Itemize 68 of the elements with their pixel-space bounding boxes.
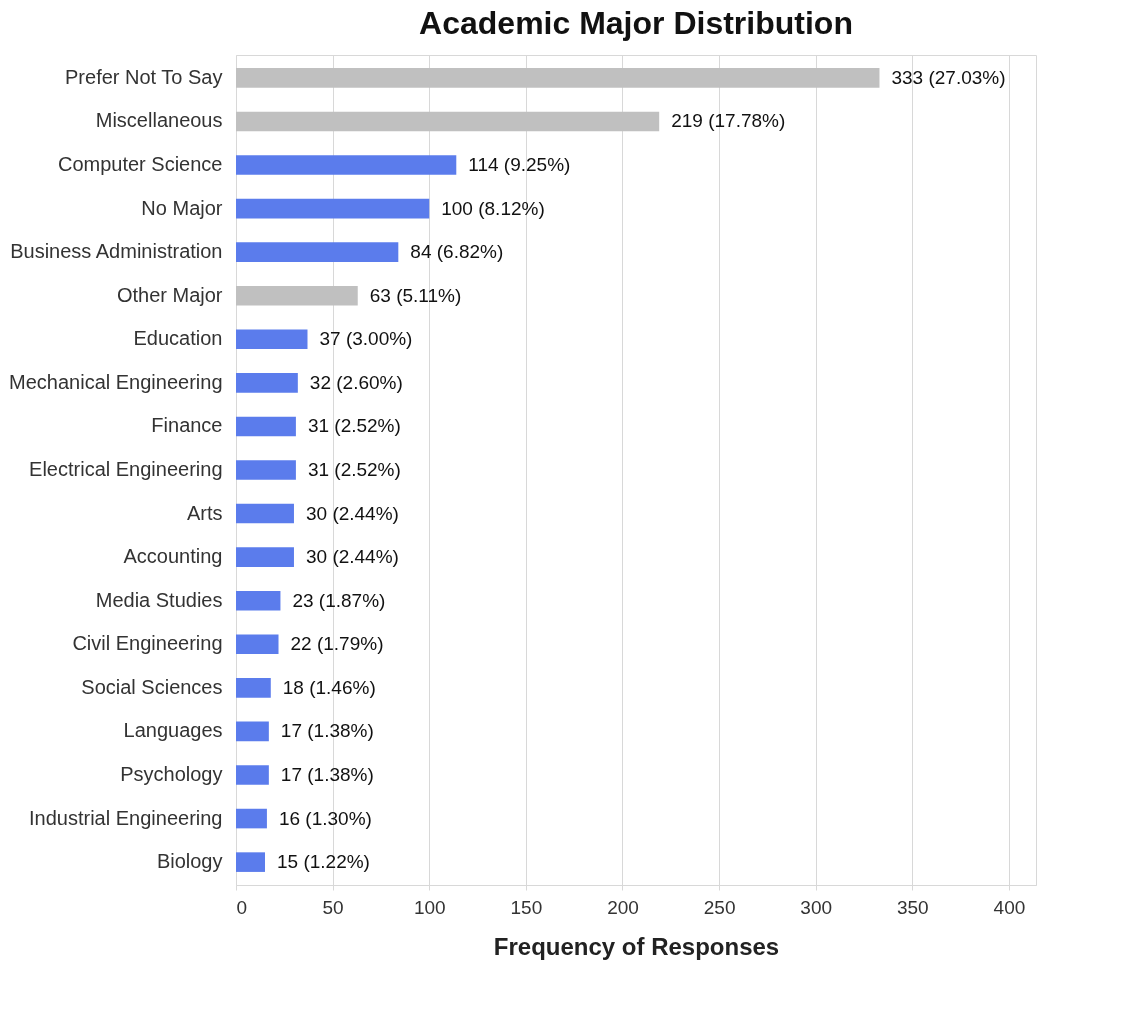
y-tick-label: Arts — [186, 501, 223, 524]
data-label: 30 (2.44%) — [305, 502, 399, 524]
data-label: 37 (3.00%) — [319, 328, 413, 350]
y-tick-label: No Major — [141, 196, 223, 219]
y-tick-label: Industrial Engineering — [29, 806, 223, 829]
bar — [236, 852, 265, 872]
y-tick-label: Accounting — [123, 545, 223, 568]
data-label: 16 (1.30%) — [278, 807, 372, 829]
bar — [236, 503, 294, 524]
data-label: 63 (5.11%) — [369, 284, 462, 306]
data-label: 18 (1.46%) — [282, 676, 376, 698]
x-tick-label: 50 — [322, 896, 344, 918]
bar — [236, 590, 281, 611]
bar — [236, 416, 296, 437]
y-tick-label: Education — [133, 327, 223, 350]
y-tick-label: Civil Engineering — [72, 632, 223, 655]
y-tick-label: Psychology — [120, 762, 223, 785]
data-label: 31 (2.52%) — [307, 459, 401, 480]
y-tick-label: Business Administration — [10, 240, 223, 263]
x-tick-label: 300 — [800, 896, 833, 918]
y-tick-label: Media Studies — [95, 588, 223, 611]
y-tick-label: Prefer Not To Say — [65, 65, 223, 88]
x-tick-label: 250 — [703, 896, 736, 918]
bar — [236, 68, 880, 88]
bar — [236, 198, 430, 219]
data-label: 100 (8.12%) — [441, 197, 545, 219]
y-tick-label: Other Major — [116, 283, 223, 306]
y-tick-label: Mechanical Engineering — [9, 370, 223, 393]
x-tick-label: 400 — [993, 896, 1026, 918]
data-label: 32 (2.60%) — [309, 371, 403, 393]
data-label: 22 (1.79%) — [290, 633, 384, 655]
bar — [236, 765, 269, 785]
x-tick-label: 100 — [413, 896, 446, 918]
y-tick-label: Miscellaneous — [95, 109, 223, 132]
data-label: 23 (1.87%) — [292, 589, 386, 611]
bar — [236, 111, 660, 132]
y-tick-label: Biology — [156, 850, 223, 873]
y-tick-label: Computer Science — [57, 153, 223, 176]
data-label: 333 (27.03%) — [891, 66, 1006, 88]
data-label: 219 (17.78%) — [671, 110, 786, 132]
bar — [236, 808, 267, 829]
y-tick-label: Finance — [151, 414, 223, 437]
bar — [236, 547, 294, 567]
bar — [236, 285, 358, 306]
data-label: 17 (1.38%) — [280, 720, 374, 742]
data-label: 30 (2.44%) — [305, 546, 399, 568]
bar — [236, 634, 279, 655]
x-axis-title: Frequency of Responses — [493, 932, 780, 960]
x-tick-label: 350 — [896, 896, 929, 918]
x-tick-label: 0 — [236, 896, 248, 918]
data-label: 15 (1.22%) — [276, 851, 370, 873]
data-label: 17 (1.38%) — [280, 763, 374, 785]
bar — [236, 155, 457, 175]
bar — [236, 460, 296, 480]
bar — [236, 373, 298, 393]
x-tick-label: 200 — [607, 896, 639, 918]
data-label: 84 (6.82%) — [410, 241, 504, 263]
chart-title: Academic Major Distribution — [419, 5, 853, 41]
data-label: 114 (9.25%) — [468, 154, 571, 176]
y-tick-label: Social Sciences — [81, 675, 223, 698]
bar — [236, 678, 271, 698]
y-tick-label: Languages — [123, 719, 223, 742]
bar — [236, 242, 399, 262]
bar — [236, 721, 269, 742]
data-label: 31 (2.52%) — [307, 415, 401, 437]
x-tick-label: 150 — [510, 896, 543, 918]
y-tick-label: Electrical Engineering — [29, 458, 223, 480]
bar — [236, 329, 308, 350]
